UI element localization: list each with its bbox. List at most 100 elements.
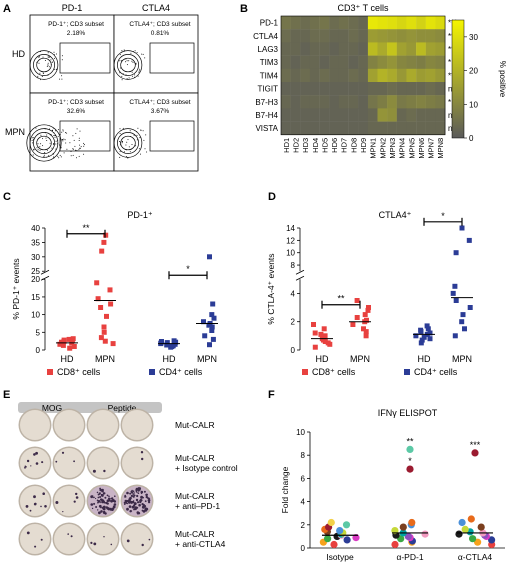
heatmap-cell (377, 29, 388, 43)
data-point (71, 344, 77, 349)
event-dot (40, 51, 41, 52)
data-point (330, 540, 338, 549)
event-dot (79, 130, 81, 132)
gate-percent: 3.67% (151, 108, 170, 115)
event-dot (46, 66, 48, 67)
legend-label: CD8⁺ cells (312, 367, 356, 377)
event-dot (57, 140, 59, 142)
heatmap-cell (309, 68, 320, 83)
event-dot (130, 136, 132, 137)
data-point (312, 330, 318, 336)
event-dot (58, 144, 60, 146)
event-dot (130, 52, 132, 54)
event-dot (119, 151, 121, 153)
event-dot (50, 64, 52, 66)
event-dot (138, 148, 140, 150)
event-dot (69, 142, 71, 144)
event-dot (122, 127, 124, 129)
density-contour (113, 128, 143, 158)
data-point (99, 248, 105, 254)
event-dot (128, 60, 130, 62)
event-dot (125, 74, 127, 76)
event-dot (60, 156, 62, 158)
heatmap-cell (435, 55, 446, 69)
panel-label-c: C (3, 191, 11, 203)
density-contour (113, 50, 143, 80)
event-dot (55, 148, 57, 150)
heatmap-column-label: HD3 (301, 138, 310, 153)
event-dot (136, 52, 138, 54)
event-dot (47, 64, 49, 66)
data-point (462, 326, 467, 332)
colorbar-tick-label: 30 (469, 33, 478, 42)
elispot-spot (125, 496, 127, 498)
elispot-spot (101, 499, 105, 503)
y-tick-label: 5 (36, 328, 41, 337)
panel-label-a: A (3, 3, 11, 15)
y-tick-label: 6 (301, 474, 306, 483)
elispot-spot (111, 508, 114, 512)
elispot-spot (75, 492, 78, 496)
heatmap-frame (280, 15, 446, 136)
data-point (418, 327, 424, 333)
heatmap-row-label: TIM4 (260, 71, 279, 80)
event-dot (131, 75, 133, 77)
elispot-spot (140, 490, 144, 494)
heatmap-cell (387, 16, 397, 30)
heatmap-cell (348, 16, 359, 30)
event-dot (42, 56, 44, 58)
y-tick-label: 0 (291, 346, 296, 355)
heatmap-cell (319, 55, 330, 69)
data-point (66, 336, 72, 342)
elispot-spot (98, 511, 101, 515)
event-dot (76, 150, 78, 151)
data-point (458, 518, 466, 527)
event-dot (134, 74, 136, 76)
elispot-spot (100, 510, 103, 513)
event-dot (121, 75, 123, 77)
data-point (164, 340, 170, 346)
axis-break-mark (295, 275, 305, 281)
elispot-spot (108, 495, 110, 498)
event-dot (62, 139, 64, 140)
event-dot (41, 76, 43, 77)
elispot-spot (34, 502, 37, 505)
panel-label-e: E (3, 389, 10, 401)
well (54, 410, 84, 440)
event-dot (42, 72, 44, 74)
heatmap-cell (377, 82, 388, 96)
flow-plot-frame (113, 14, 199, 94)
significance-label: ** (448, 32, 454, 41)
elispot-spot (99, 496, 102, 498)
event-dot (46, 149, 48, 151)
data-point (94, 280, 100, 286)
data-point (107, 287, 113, 293)
data-point (209, 312, 215, 318)
elispot-spot (75, 496, 79, 499)
elispot-spot (25, 505, 29, 508)
heatmap-cell (319, 16, 330, 30)
heatmap-cell (425, 55, 436, 69)
gate-box (59, 120, 111, 152)
event-dot (79, 144, 81, 146)
heatmap-column-label: HD8 (349, 138, 358, 153)
x-group-label: MPN (197, 354, 217, 364)
elispot-spot (108, 509, 110, 511)
elispot-spot (33, 453, 36, 456)
event-dot (35, 127, 37, 129)
event-dot (123, 49, 125, 51)
significance-label: * (186, 264, 190, 274)
elispot-spot (101, 488, 104, 492)
heatmap-cell (387, 108, 397, 122)
heatmap-cell (329, 82, 340, 96)
event-dot (137, 127, 139, 129)
y-tick-label: 0 (36, 346, 41, 355)
elispot-spot (132, 495, 135, 498)
heatmap-cell (387, 95, 397, 109)
panel-a-flow-cytometry: PD-1 CTLA4 HD MPN PD-1⁺; CD3 subset 2.18% CTLA… (5, 3, 199, 172)
event-dot (48, 56, 50, 58)
heatmap-column-label: MPN6 (417, 138, 426, 159)
heatmap-cell (309, 55, 320, 69)
elispot-spot (126, 502, 128, 505)
